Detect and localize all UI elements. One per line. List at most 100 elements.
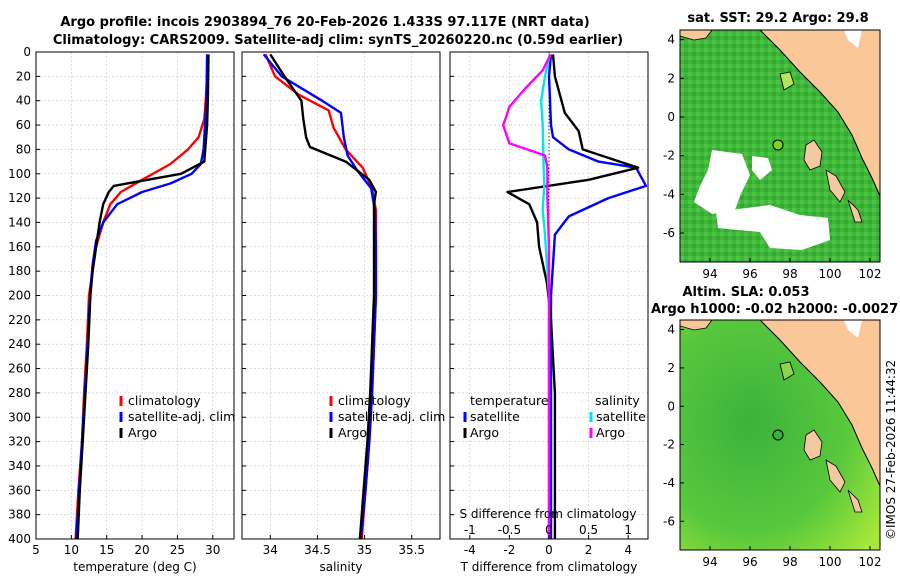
map-y-tick-label: 2	[667, 71, 675, 85]
temperature-legend: climatology satellite-adj. clim Argo	[119, 393, 235, 440]
s-tick-label: 0.5	[579, 523, 598, 537]
missing-patch	[844, 320, 862, 338]
salinity-xlabel: salinity	[319, 560, 362, 574]
x-tick-label: 34.5	[304, 543, 331, 557]
legend-label-satellite: satellite-adj. clim	[338, 409, 445, 424]
map-x-tick-label: 94	[702, 267, 717, 281]
legend-label-argo: Argo	[128, 425, 157, 440]
x-tick-label: 2	[585, 543, 593, 557]
sla-map-title-line1: Altim. SLA: 0.053	[683, 285, 810, 300]
argo-location-marker	[772, 139, 784, 151]
map-y-tick-label: 4	[667, 33, 675, 47]
s-tick-label: -1	[464, 523, 476, 537]
map-x-tick-label: 98	[782, 267, 797, 281]
legend-label-argo: Argo	[338, 425, 367, 440]
difference-panel: -4 -2 0 2 4 -1 -0.5 0 0.5 1 S difference from cl…	[449, 51, 649, 574]
map-y-tick-label: 4	[667, 323, 675, 337]
legend-label-satellite: satellite-adj. clim	[128, 409, 235, 424]
series-line-0	[547, 54, 648, 539]
x-tick-label: 4	[624, 543, 632, 557]
s-difference-label: S difference from climatology	[460, 507, 637, 521]
main-title-line1: Argo profile: incois 2903894_76 20-Feb-2…	[60, 15, 589, 30]
missing-patch	[716, 205, 830, 250]
series-line-1	[262, 53, 378, 540]
y-tick-label: 200	[8, 289, 31, 303]
y-tick-label: 220	[8, 313, 31, 327]
legend-label-s-satellite: satellite	[596, 409, 646, 424]
s-tick-label: 0	[545, 523, 553, 537]
salinity-panel: 34 34.5 35 35.5 salinity climatology satell…	[241, 51, 445, 574]
island	[779, 71, 795, 91]
x-tick-label: 15	[99, 543, 114, 557]
x-tick-label: 0	[545, 543, 553, 557]
x-tick-label: 20	[134, 543, 149, 557]
legend-label-climatology: climatology	[128, 393, 201, 408]
series-line-1	[75, 54, 209, 540]
map-y-tick-label: 0	[667, 399, 675, 413]
island	[847, 199, 863, 223]
legend-label-t-satellite: satellite	[470, 409, 520, 424]
y-tick-label: 140	[8, 215, 31, 229]
map-x-tick-label: 96	[742, 555, 757, 569]
y-tick-label: 160	[8, 240, 31, 254]
map-y-tick-label: -4	[663, 476, 675, 490]
x-tick-label: 5	[32, 543, 40, 557]
legend-title-temperature: temperature	[470, 393, 549, 408]
island	[779, 361, 795, 381]
island	[847, 489, 863, 513]
map-y-tick-label: -6	[663, 514, 675, 528]
y-tick-label: 60	[16, 118, 31, 132]
sst-map-title: sat. SST: 29.2 Argo: 29.8	[687, 11, 868, 26]
sst-map: sat. SST: 29.2 Argo: 29.8 94 96 98 100 102 4 2…	[663, 11, 881, 281]
series-line-2	[269, 53, 378, 540]
series-line-1	[506, 54, 640, 539]
legend-title-salinity: salinity	[595, 393, 640, 408]
y-tick-label: 400	[8, 532, 31, 546]
s-tick-label: -0.5	[498, 523, 521, 537]
argo-location-marker	[772, 429, 784, 441]
island	[803, 139, 823, 171]
map-x-tick-label: 100	[819, 555, 842, 569]
series-line-3	[501, 53, 552, 539]
island	[825, 459, 846, 493]
missing-patch	[694, 150, 750, 214]
map-x-tick-label: 94	[702, 555, 717, 569]
imos-credit: ©IMOS 27-Feb-2026 11:44:32	[884, 360, 898, 540]
series-line-0	[74, 54, 209, 540]
missing-patch	[752, 156, 772, 180]
y-tick-label: 360	[8, 483, 31, 497]
x-tick-label: -2	[503, 543, 515, 557]
y-tick-label: 280	[8, 386, 31, 400]
y-tick-label: 320	[8, 435, 31, 449]
s-tick-label: 1	[624, 523, 632, 537]
y-tick-label: 240	[8, 337, 31, 351]
map-y-tick-label: -2	[663, 438, 675, 452]
series-line-2	[76, 54, 210, 540]
map-y-tick-label: -2	[663, 149, 675, 163]
x-tick-label: 35.5	[398, 543, 425, 557]
legend-label-s-argo: Argo	[596, 425, 625, 440]
legend-label-t-argo: Argo	[470, 425, 499, 440]
temperature-xlabel: temperature (deg C)	[73, 560, 196, 574]
salinity-legend: climatology satellite-adj. clim Argo	[329, 393, 445, 440]
y-tick-label: 180	[8, 264, 31, 278]
missing-patch	[844, 30, 862, 48]
y-tick-label: 40	[16, 94, 31, 108]
map-y-tick-label: 2	[667, 361, 675, 375]
x-tick-label: 10	[64, 543, 79, 557]
series-line-0	[264, 53, 378, 540]
island	[803, 429, 823, 461]
y-tick-label: 340	[8, 459, 31, 473]
y-tick-label: 300	[8, 410, 31, 424]
map-x-tick-label: 96	[742, 267, 757, 281]
x-tick-label: 25	[170, 543, 185, 557]
difference-legend: temperature salinity satellite Argo sate…	[463, 393, 646, 440]
temperature-panel: 5 10 15 20 25 30 0 20 40 60 80 100 120 140 160 180 200 2…	[8, 45, 235, 574]
y-tick-label: 100	[8, 167, 31, 181]
y-tick-label: 380	[8, 508, 31, 522]
y-tick-label: 20	[16, 69, 31, 83]
y-tick-label: 80	[16, 142, 31, 156]
map-y-tick-label: -6	[663, 226, 675, 240]
sla-map-title-line2: Argo h1000: -0.02 h2000: -0.0027	[651, 302, 898, 317]
